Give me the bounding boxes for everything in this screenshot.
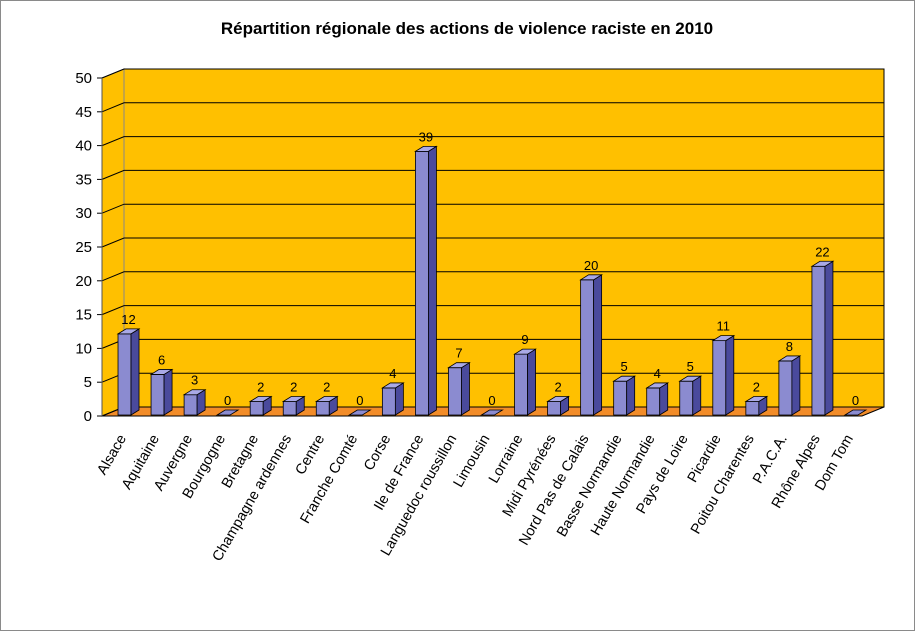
data-label: 2 (323, 379, 330, 394)
data-label: 12 (121, 312, 135, 327)
bar (581, 275, 602, 415)
data-label: 5 (687, 359, 694, 374)
y-tick-label: 20 (75, 273, 92, 290)
chart-wall (102, 69, 884, 416)
bar (184, 390, 205, 415)
bar (250, 396, 271, 415)
y-tick-label: 50 (75, 70, 92, 87)
data-label: 5 (621, 359, 628, 374)
data-label: 9 (521, 332, 528, 347)
bar (812, 261, 833, 415)
y-tick-label: 5 (84, 374, 92, 391)
bar (283, 396, 304, 415)
y-tick-label: 0 (84, 408, 92, 425)
y-tick-label: 10 (75, 340, 92, 357)
bar (779, 356, 800, 415)
bar (151, 369, 172, 415)
data-label: 2 (290, 379, 297, 394)
data-label: 0 (852, 393, 859, 408)
bar (614, 376, 635, 415)
bar (316, 396, 337, 415)
y-axis: 0 5 10 15 20 25 30 35 40 45 50 (75, 70, 102, 425)
data-label: 0 (488, 393, 495, 408)
data-label: 2 (554, 379, 561, 394)
data-label: 4 (389, 366, 396, 381)
data-label: 2 (753, 379, 760, 394)
y-tick-label: 35 (75, 171, 92, 188)
data-label: 20 (584, 258, 598, 273)
data-label: 11 (717, 319, 731, 334)
bar (548, 396, 569, 415)
bar (746, 396, 767, 415)
data-label: 39 (419, 129, 433, 144)
data-label: 6 (158, 352, 165, 367)
bar (515, 349, 536, 415)
bar (118, 329, 139, 415)
data-label: 3 (191, 373, 198, 388)
y-tick-label: 25 (75, 239, 92, 256)
bar (680, 376, 701, 415)
data-label: 4 (654, 366, 661, 381)
x-tick-label: Corse (361, 432, 394, 474)
y-tick-label: 30 (75, 205, 92, 222)
x-tick-label: Alsace (94, 432, 130, 478)
data-label: 2 (257, 379, 264, 394)
data-label: 0 (224, 393, 231, 408)
bar (647, 383, 668, 415)
chart-title: Répartition régionale des actions de vio… (221, 19, 713, 38)
data-label: 22 (815, 244, 829, 259)
bar (448, 363, 469, 415)
data-label: 7 (455, 346, 462, 361)
y-tick-label: 45 (75, 104, 92, 121)
bar (713, 336, 734, 415)
bar (415, 146, 436, 415)
x-axis-labels: AlsaceAquitaineAuvergneBourgogneBretagne… (94, 432, 857, 564)
data-label: 0 (356, 393, 363, 408)
y-tick-label: 15 (75, 307, 92, 324)
bar (382, 383, 403, 415)
x-tick-label: Centre (293, 432, 329, 478)
data-label: 8 (786, 339, 793, 354)
y-tick-label: 40 (75, 138, 92, 155)
